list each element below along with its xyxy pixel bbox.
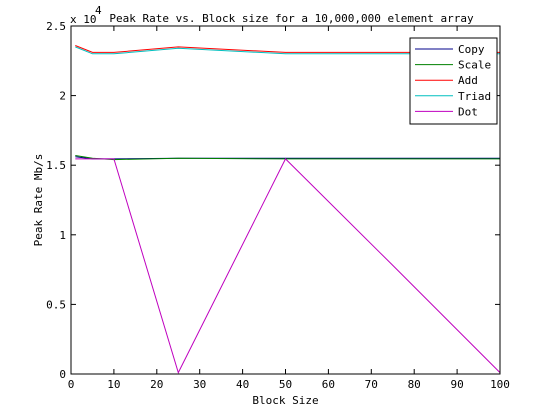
legend-label: Triad: [458, 90, 491, 103]
x-tick-label: 0: [68, 378, 75, 391]
legend-label: Dot: [458, 105, 478, 118]
x-tick-label: 40: [236, 378, 249, 391]
y-tick-label: 0.5: [46, 298, 66, 311]
x-tick-label: 70: [365, 378, 378, 391]
legend-label: Scale: [458, 59, 491, 72]
x-tick-label: 20: [150, 378, 163, 391]
y-tick-label: 2.5: [46, 20, 66, 33]
x-tick-label: 50: [279, 378, 292, 391]
x-tick-label: 100: [490, 378, 510, 391]
chart-title: Peak Rate vs. Block size for a 10,000,00…: [109, 12, 474, 25]
legend-label: Add: [458, 74, 478, 87]
y-tick-label: 0: [59, 368, 66, 381]
y-exponent-power: 4: [95, 4, 102, 17]
y-tick-label: 1.5: [46, 159, 66, 172]
x-tick-label: 30: [193, 378, 206, 391]
x-tick-label: 60: [322, 378, 335, 391]
y-exponent-prefix: x 10: [70, 13, 97, 26]
y-axis-label: Peak Rate Mb/s: [32, 154, 45, 247]
legend: Copy Scale Add Triad Dot: [410, 38, 497, 124]
y-tick-label: 1: [59, 229, 66, 242]
x-tick-label: 10: [107, 378, 120, 391]
x-tick-label: 90: [450, 378, 463, 391]
legend-label: Copy: [458, 43, 485, 56]
x-tick-label: 80: [408, 378, 421, 391]
y-tick-label: 2: [59, 90, 66, 103]
x-axis-label: Block Size: [252, 394, 318, 407]
